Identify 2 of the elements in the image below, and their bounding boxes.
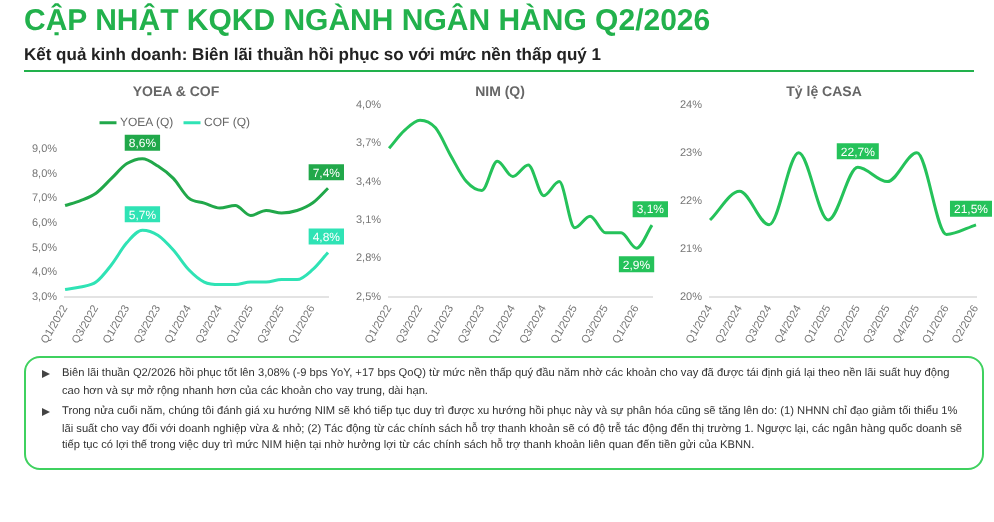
- text: Kết quả kinh doanh: Biên lãi thuần hồi phục so với mức nền thấp quý 1: [24, 44, 603, 64]
- text: CẬP NHẬT KQKD NGÀNH NGÂN HÀNG Q2/2026: [24, 4, 713, 38]
